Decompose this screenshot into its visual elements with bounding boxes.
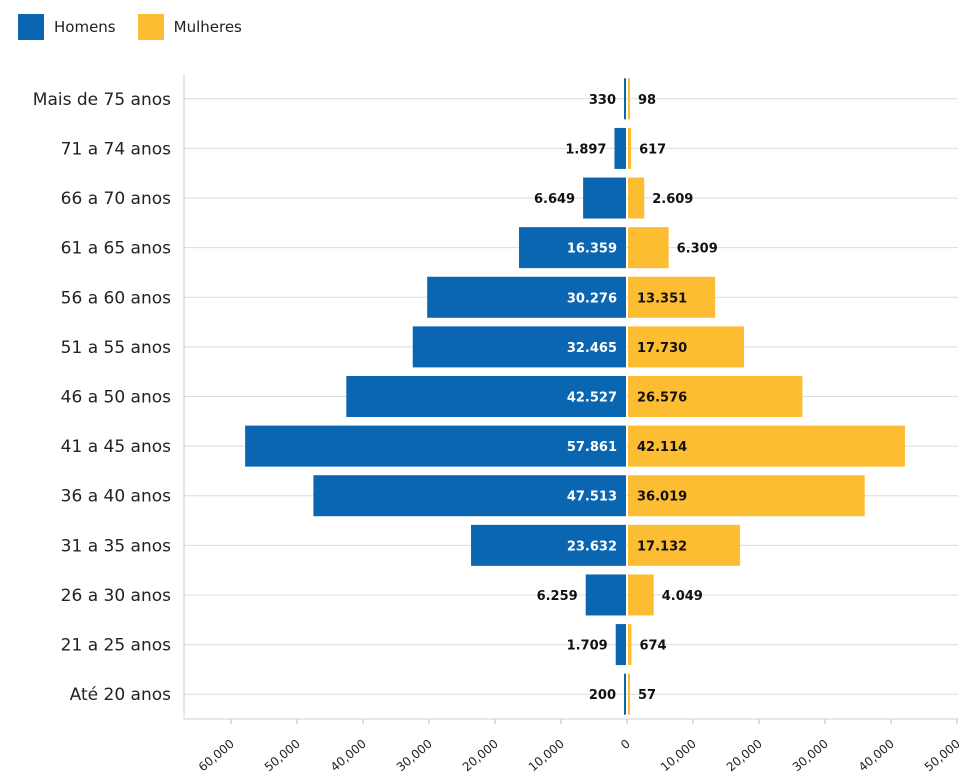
- x-tick-label: 20,000: [460, 737, 501, 775]
- data-label-mulheres: 36.019: [637, 490, 687, 505]
- x-tick-label: 50,000: [262, 737, 303, 775]
- data-label-homens: 42.527: [567, 391, 617, 406]
- legend-item-mulheres[interactable]: Mulheres: [137, 14, 242, 40]
- bar-homens[interactable]: [519, 227, 626, 269]
- bar-homens[interactable]: [583, 177, 626, 219]
- bar-homens[interactable]: [346, 376, 626, 417]
- bar-homens[interactable]: [614, 127, 626, 169]
- bar-homens[interactable]: [427, 276, 626, 318]
- x-tick-label: 0: [618, 737, 633, 753]
- bar-mulheres[interactable]: [628, 326, 745, 368]
- data-label-mulheres: 57: [638, 688, 656, 703]
- data-label-mulheres: 17.132: [637, 539, 687, 554]
- category-label: 46 a 50 anos: [61, 388, 171, 408]
- bar-homens[interactable]: [624, 673, 626, 715]
- category-label: 56 a 60 anos: [61, 288, 171, 308]
- data-label-homens: 30.276: [567, 291, 617, 306]
- x-tick-label: 30,000: [790, 737, 831, 775]
- data-label-mulheres: 98: [638, 93, 656, 108]
- data-label-mulheres: 26.576: [637, 391, 687, 406]
- legend-label-mulheres: Mulheres: [173, 18, 242, 36]
- bar-homens[interactable]: [245, 425, 626, 467]
- bar-mulheres[interactable]: [628, 78, 630, 120]
- data-label-homens: 16.359: [567, 242, 617, 257]
- bar-mulheres[interactable]: [628, 227, 669, 269]
- data-label-mulheres: 13.351: [637, 291, 687, 306]
- category-label: 26 a 30 anos: [61, 586, 171, 606]
- bar-homens[interactable]: [615, 624, 626, 666]
- legend-swatch-mulheres: [137, 14, 164, 40]
- bar-homens[interactable]: [624, 78, 626, 120]
- bar-homens[interactable]: [313, 475, 626, 517]
- x-tick-label: 40,000: [856, 737, 897, 775]
- data-label-homens: 330: [589, 93, 616, 108]
- legend: Homens Mulheres: [18, 14, 242, 40]
- category-label: Mais de 75 anos: [33, 90, 171, 110]
- data-label-mulheres: 2.609: [652, 192, 693, 207]
- legend-swatch-homens: [18, 14, 44, 40]
- category-label: 31 a 35 anos: [61, 536, 171, 556]
- bar-mulheres[interactable]: [628, 177, 645, 219]
- category-label: 71 a 74 anos: [61, 139, 171, 159]
- bar-mulheres[interactable]: [628, 376, 803, 417]
- bar-homens[interactable]: [412, 326, 626, 368]
- data-label-mulheres: 17.730: [637, 341, 687, 356]
- data-label-homens: 1.897: [565, 142, 606, 157]
- x-tick-label: 20,000: [724, 737, 765, 775]
- x-tick-label: 50,000: [922, 737, 961, 775]
- x-tick-label: 30,000: [394, 737, 435, 775]
- data-label-homens: 57.861: [567, 440, 617, 455]
- category-label: 21 a 25 anos: [61, 636, 171, 656]
- bar-mulheres[interactable]: [628, 127, 632, 169]
- data-label-homens: 6.649: [534, 192, 575, 207]
- data-label-homens: 1.709: [567, 639, 608, 654]
- bar-homens[interactable]: [471, 524, 626, 566]
- data-label-mulheres: 674: [639, 639, 666, 654]
- category-label: 61 a 65 anos: [61, 239, 171, 259]
- legend-item-homens[interactable]: Homens: [18, 14, 116, 40]
- bar-mulheres[interactable]: [628, 276, 716, 318]
- data-label-homens: 47.513: [567, 490, 617, 505]
- bar-mulheres[interactable]: [628, 524, 741, 566]
- bar-mulheres[interactable]: [628, 624, 632, 666]
- bar-mulheres[interactable]: [628, 673, 630, 715]
- category-label: 51 a 55 anos: [61, 338, 171, 358]
- data-label-homens: 200: [589, 688, 616, 703]
- data-label-mulheres: 4.049: [662, 589, 703, 604]
- data-label-mulheres: 6.309: [677, 242, 718, 257]
- x-tick-label: 60,000: [196, 737, 237, 775]
- x-tick-label: 40,000: [328, 737, 369, 775]
- bar-mulheres[interactable]: [628, 475, 865, 517]
- category-label: 36 a 40 anos: [61, 487, 171, 507]
- bar-homens[interactable]: [585, 574, 626, 616]
- category-label: Até 20 anos: [70, 685, 171, 705]
- x-tick-label: 10,000: [526, 737, 567, 775]
- data-label-homens: 32.465: [567, 341, 617, 356]
- bar-mulheres[interactable]: [628, 425, 905, 467]
- data-label-homens: 23.632: [567, 539, 617, 554]
- category-label: 41 a 45 anos: [61, 437, 171, 457]
- data-label-mulheres: 42.114: [637, 440, 687, 455]
- legend-label-homens: Homens: [54, 18, 116, 36]
- category-label: 66 a 70 anos: [61, 189, 171, 209]
- bar-mulheres[interactable]: [628, 574, 654, 616]
- data-label-homens: 6.259: [537, 589, 578, 604]
- data-label-mulheres: 617: [639, 142, 666, 157]
- x-tick-label: 10,000: [658, 737, 699, 775]
